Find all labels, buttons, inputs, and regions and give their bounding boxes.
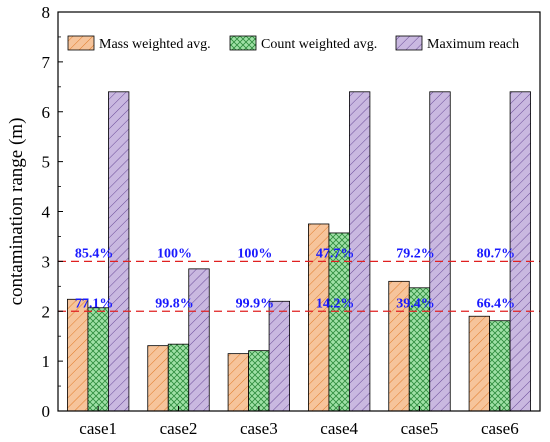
y-axis-label: contamination range (m) (6, 118, 27, 306)
bar-case6-1 (489, 320, 511, 412)
annotation-lower-case1: 77.1% (75, 296, 114, 311)
bar-case3-2 (268, 300, 290, 412)
y-tick-label-7: 7 (42, 53, 51, 72)
annotation-upper-case6: 80.7% (477, 246, 516, 261)
x-tick-label-case6: case6 (481, 419, 519, 438)
legend-label-2: Maximum reach (427, 37, 519, 52)
annotation-upper-case4: 47.7% (316, 246, 355, 261)
x-tick-label-case5: case5 (401, 419, 439, 438)
legend-label-1: Count weighted avg. (261, 37, 377, 52)
reference-lines (58, 260, 540, 312)
y-tick-label-3: 3 (42, 252, 51, 271)
bar-case1-1 (87, 307, 109, 412)
bar-case3-0 (227, 353, 249, 412)
bar-case2-0 (147, 345, 169, 412)
legend-label-0: Mass weighted avg. (99, 37, 211, 52)
bar-case1-0 (67, 298, 89, 412)
annotations: 85.4% 77.1% 100% 99.8% 100% 99.9% 47.7% 14.2% 79… (75, 246, 515, 311)
plot-frame (57, 11, 541, 412)
y-tick-label-0: 0 (42, 402, 51, 421)
annotation-lower-case2: 99.8% (155, 296, 194, 311)
bar-case2-2 (188, 268, 210, 412)
annotation-upper-case5: 79.2% (396, 246, 435, 261)
y-tick-label-4: 4 (42, 203, 51, 222)
annotation-lower-case3: 99.9% (236, 296, 275, 311)
annotation-lower-case4: 14.2% (316, 296, 355, 311)
x-tick-label-case3: case3 (240, 419, 278, 438)
bars-group (67, 91, 531, 412)
y-tick-label-5: 5 (42, 153, 51, 172)
annotation-upper-case1: 85.4% (75, 246, 114, 261)
legend: Mass weighted avg. Count weighted avg. Max… (67, 35, 519, 52)
x-tick-label-case1: case1 (79, 419, 117, 438)
legend-swatch-0 (67, 35, 95, 51)
annotation-upper-case3: 100% (237, 246, 272, 261)
x-tick-label-case4: case4 (320, 419, 358, 438)
x-tick-label-case2: case2 (160, 419, 198, 438)
legend-swatch-2 (395, 35, 423, 51)
legend-swatch-1 (229, 35, 257, 51)
y-tick-label-2: 2 (42, 302, 51, 321)
annotation-lower-case5: 39.4% (396, 296, 435, 311)
bar-case3-1 (248, 350, 270, 412)
y-tick-label-6: 6 (42, 103, 51, 122)
annotation-lower-case6: 66.4% (477, 296, 516, 311)
axes: 0 1 2 3 4 5 6 7 8 case1 case2 case3 case4 case5 case6 (42, 3, 541, 438)
bar-case6-0 (468, 315, 490, 412)
annotation-upper-case2: 100% (157, 246, 192, 261)
y-tick-label-1: 1 (42, 352, 51, 371)
y-tick-label-8: 8 (42, 3, 51, 22)
bar-case2-1 (167, 343, 190, 412)
